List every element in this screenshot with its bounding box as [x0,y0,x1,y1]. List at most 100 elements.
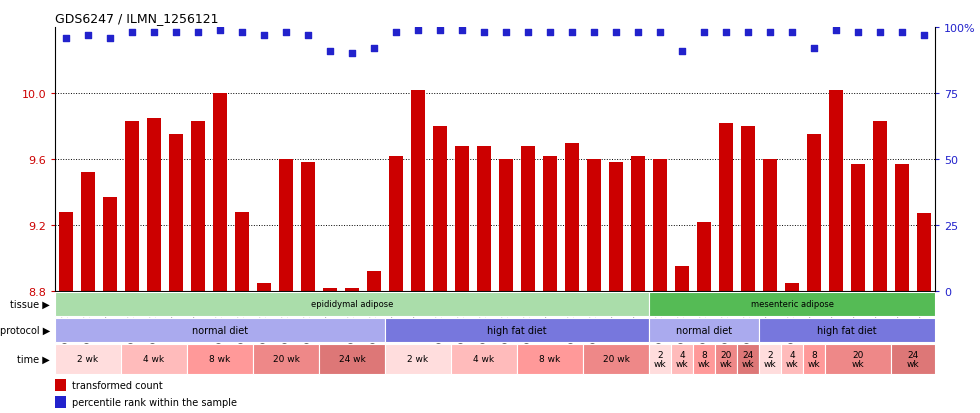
Text: 20
wk: 20 wk [719,351,732,368]
Point [476,30,492,36]
FancyBboxPatch shape [825,344,891,374]
Point [828,27,844,34]
Bar [124,122,139,291]
Text: 20 wk: 20 wk [272,355,300,363]
FancyBboxPatch shape [385,318,649,342]
Bar [345,288,359,291]
FancyBboxPatch shape [319,344,385,374]
Bar [829,90,843,291]
Text: epididymal adipose: epididymal adipose [311,300,393,309]
Text: 4
wk: 4 wk [786,351,799,368]
Bar [762,159,777,291]
Bar [55,379,66,391]
Text: 2 wk: 2 wk [77,355,99,363]
Point [851,30,866,36]
Bar [455,147,469,291]
Point [740,30,756,36]
Text: 2 wk: 2 wk [408,355,428,363]
Bar [785,283,799,291]
FancyBboxPatch shape [891,344,935,374]
Text: 4
wk: 4 wk [675,351,688,368]
Bar [873,122,887,291]
Point [674,48,690,55]
Bar [609,163,623,291]
Bar [564,143,579,291]
Bar [477,147,491,291]
FancyBboxPatch shape [451,344,517,374]
Bar [697,222,711,291]
Bar [433,127,447,291]
Point [609,30,624,36]
Bar [257,283,271,291]
Text: 8 wk: 8 wk [210,355,230,363]
FancyBboxPatch shape [759,344,781,374]
Bar [389,157,403,291]
Point [388,30,404,36]
Point [784,30,800,36]
Text: 24
wk: 24 wk [742,351,755,368]
FancyBboxPatch shape [517,344,583,374]
Bar [675,267,689,291]
Point [718,30,734,36]
Point [300,33,316,39]
FancyBboxPatch shape [55,344,121,374]
Bar [520,147,535,291]
Text: 2
wk: 2 wk [654,351,666,368]
Point [124,30,140,36]
Point [872,30,888,36]
Bar [55,396,66,408]
Text: 8
wk: 8 wk [698,351,710,368]
FancyBboxPatch shape [55,292,649,316]
Bar [147,119,161,291]
Text: 4 wk: 4 wk [143,355,165,363]
Text: GDS6247 / ILMN_1256121: GDS6247 / ILMN_1256121 [55,12,219,25]
Point [520,30,536,36]
FancyBboxPatch shape [715,344,737,374]
Point [411,27,426,34]
FancyBboxPatch shape [253,344,319,374]
Bar [279,159,293,291]
Text: 20
wk: 20 wk [852,351,864,368]
Text: 4 wk: 4 wk [473,355,495,363]
Point [498,30,514,36]
Bar [917,214,931,291]
FancyBboxPatch shape [671,344,693,374]
Bar [631,157,645,291]
Point [190,30,206,36]
Text: normal diet: normal diet [676,325,732,335]
Point [630,30,646,36]
Point [278,30,294,36]
Text: time ▶: time ▶ [18,354,50,364]
Text: high fat diet: high fat diet [487,325,547,335]
Text: high fat diet: high fat diet [817,325,877,335]
Point [58,35,74,42]
Text: protocol ▶: protocol ▶ [0,325,50,335]
Point [454,27,469,34]
Point [696,30,711,36]
Bar [169,135,183,291]
FancyBboxPatch shape [583,344,649,374]
Point [234,30,250,36]
Point [80,33,96,39]
FancyBboxPatch shape [187,344,253,374]
Point [256,33,271,39]
Point [432,27,448,34]
Point [652,30,667,36]
Bar [301,163,316,291]
Text: 8 wk: 8 wk [539,355,561,363]
FancyBboxPatch shape [737,344,759,374]
Bar [499,159,514,291]
Text: percentile rank within the sample: percentile rank within the sample [73,397,237,407]
Bar [411,90,425,291]
Bar [851,164,865,291]
Point [212,27,227,34]
Bar [587,159,601,291]
Text: 2
wk: 2 wk [763,351,776,368]
Text: 8
wk: 8 wk [808,351,820,368]
Text: 24 wk: 24 wk [339,355,366,363]
Point [344,51,360,57]
Bar [191,122,205,291]
Bar [322,288,337,291]
FancyBboxPatch shape [121,344,187,374]
Point [542,30,558,36]
